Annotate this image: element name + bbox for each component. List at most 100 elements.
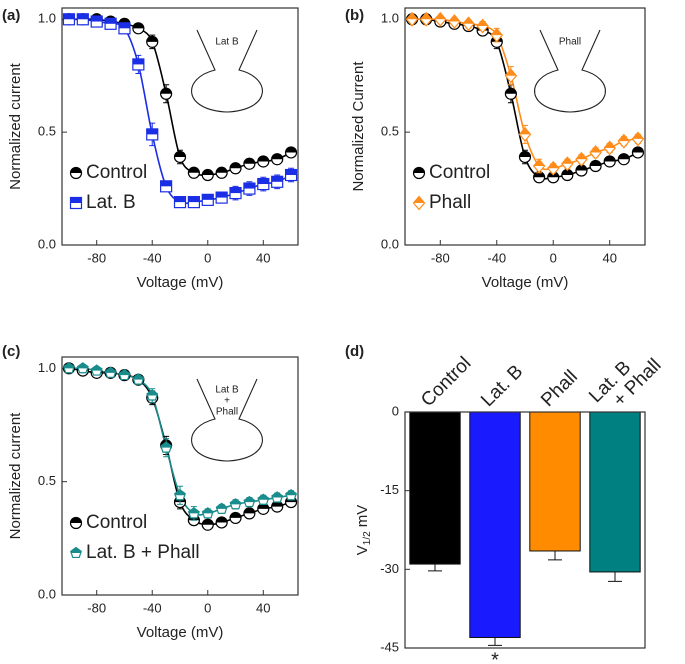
marker (243, 157, 256, 170)
marker (104, 17, 117, 30)
marker-half (257, 494, 269, 500)
marker-half (174, 489, 186, 496)
marker (70, 546, 82, 559)
y-label-main: V (354, 545, 371, 555)
marker (118, 368, 131, 381)
marker (271, 175, 284, 188)
y-tick-label: -30 (380, 561, 399, 576)
marker-half (202, 169, 214, 176)
marker (118, 22, 131, 35)
marker (160, 87, 173, 100)
marker-half (230, 162, 242, 169)
marker-half (118, 22, 130, 29)
marker-half (406, 12, 418, 20)
marker-half (285, 169, 297, 176)
fit-line (412, 18, 639, 171)
marker-half (160, 88, 172, 94)
marker (229, 511, 242, 525)
marker-half (590, 145, 602, 153)
panel-label: (a) (2, 7, 20, 24)
marker (132, 22, 145, 35)
marker (412, 195, 426, 211)
panel: (d)Control*Lat. B Phall Lat. B+ Phall0-15-… (345, 343, 666, 664)
cell-sketch (191, 29, 263, 113)
marker (561, 168, 574, 182)
marker-half (519, 151, 531, 157)
marker-half (230, 498, 242, 505)
marker-half (561, 157, 573, 164)
y-axis-label: Normalized current (7, 62, 24, 190)
marker (229, 162, 242, 175)
marker-half (216, 167, 228, 173)
marker (575, 151, 588, 167)
y-tick-label: 0.5 (38, 124, 56, 139)
marker (405, 11, 419, 27)
panel: (c) 0.0 0.5 1.0 -80 -40 0 40 Voltage (mV) Normali… (2, 343, 299, 641)
inset-label: Lat B (215, 385, 239, 396)
marker (229, 498, 242, 510)
marker-half (91, 365, 103, 371)
marker (187, 196, 200, 209)
x-tick-label: 40 (602, 250, 616, 265)
marker-half (491, 28, 503, 36)
marker (533, 171, 546, 184)
marker (160, 441, 173, 453)
marker (69, 516, 83, 530)
marker (257, 502, 270, 515)
marker-half (91, 16, 103, 22)
marker-half (590, 160, 602, 166)
marker (174, 489, 186, 501)
marker-half (77, 13, 89, 20)
marker (561, 156, 574, 172)
marker (284, 168, 298, 182)
marker-half (174, 196, 186, 203)
marker-half (202, 194, 214, 200)
marker (462, 16, 475, 32)
marker-half (70, 517, 82, 523)
marker (146, 128, 159, 141)
marker-half (271, 176, 283, 182)
marker-half (604, 155, 616, 162)
marker-half (257, 155, 269, 162)
marker (90, 15, 103, 28)
marker (146, 35, 159, 48)
legend-label: Control (86, 162, 147, 183)
y-axis-label: Normalized Current (350, 61, 367, 192)
marker (518, 126, 532, 142)
marker (132, 58, 145, 71)
marker (546, 160, 560, 176)
x-tick-label: -40 (143, 600, 162, 615)
cell-sketch (191, 378, 263, 462)
marker (257, 177, 270, 191)
x-tick-label: -40 (143, 250, 162, 265)
bar (589, 411, 641, 573)
inset-label: Phall (216, 407, 238, 418)
marker-half (533, 159, 545, 166)
y-tick-label: -45 (380, 639, 399, 654)
plot-frame (404, 7, 646, 246)
marker-half (160, 442, 172, 448)
marker (160, 180, 173, 193)
marker (271, 491, 284, 503)
y-label-sub: 1/2 (362, 531, 373, 545)
marker (243, 182, 256, 195)
marker-half (132, 58, 144, 65)
marker-half (216, 192, 228, 198)
marker-half (105, 367, 117, 373)
marker-half (505, 88, 517, 94)
marker-half (188, 196, 200, 203)
category-label: Phall (537, 366, 582, 411)
category-label: Control (417, 353, 475, 411)
marker (603, 155, 616, 168)
marker-half (420, 12, 432, 20)
marker (187, 507, 200, 519)
marker-half (174, 151, 186, 157)
plot-frame (61, 356, 299, 596)
marker-half (632, 132, 644, 139)
marker (173, 196, 187, 209)
marker-half (519, 127, 531, 135)
error-bar (608, 571, 622, 582)
marker-half (230, 512, 242, 518)
marker-half (285, 489, 297, 496)
